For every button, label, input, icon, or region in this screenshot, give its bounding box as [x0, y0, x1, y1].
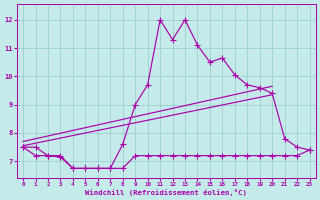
X-axis label: Windchill (Refroidissement éolien,°C): Windchill (Refroidissement éolien,°C) — [85, 189, 247, 196]
